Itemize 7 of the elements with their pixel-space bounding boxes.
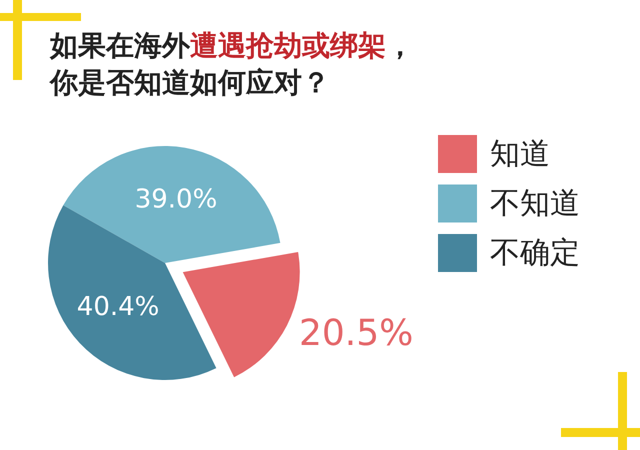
data-label: 40.4% bbox=[76, 292, 160, 322]
legend-label: 不知道 bbox=[490, 186, 580, 221]
legend-label: 不确定 bbox=[490, 236, 580, 270]
legend-label: 知道 bbox=[490, 136, 550, 172]
title: 如果在海外遭遇抢劫或绑架，你是否知道如何应对？ bbox=[50, 28, 415, 101]
data-label: 20.5% bbox=[299, 312, 414, 354]
data-label: 39.0% bbox=[134, 184, 218, 215]
